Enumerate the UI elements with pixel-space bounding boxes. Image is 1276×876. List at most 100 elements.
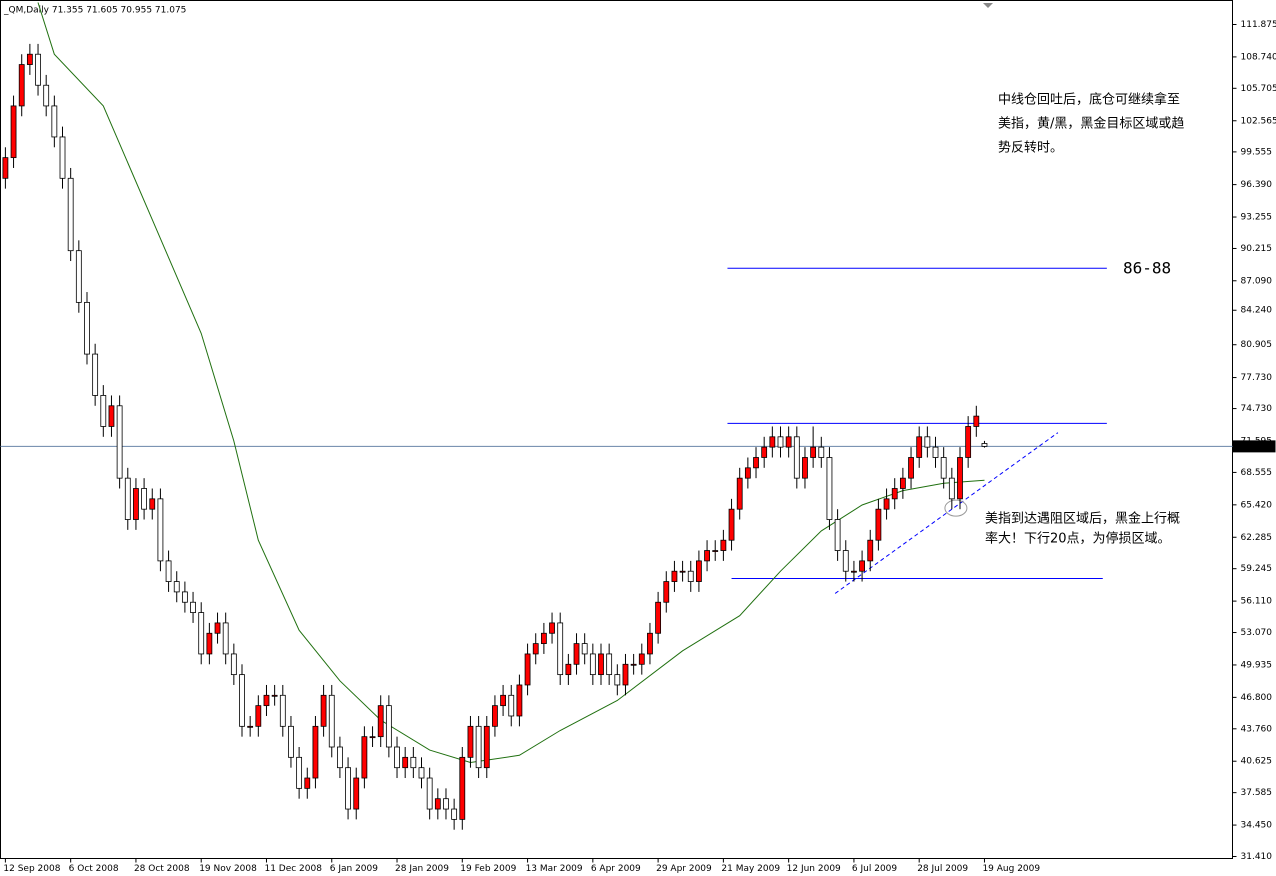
- candle-body: [981, 443, 988, 447]
- y-tick-label: 90.215: [1241, 244, 1273, 254]
- candle-body: [214, 622, 221, 634]
- candle-body: [451, 808, 458, 820]
- candle-body: [891, 488, 898, 500]
- x-tick-label: 12 Jun 2009: [787, 864, 841, 874]
- candle-body: [622, 663, 629, 686]
- candle-body: [369, 736, 376, 739]
- candle-body: [720, 539, 727, 551]
- candle-body: [418, 767, 425, 779]
- candle-body: [288, 725, 294, 758]
- y-tick-label: 40.625: [1241, 757, 1273, 767]
- y-tick-label: 37.585: [1241, 788, 1273, 798]
- candle-body: [736, 477, 743, 510]
- annotation: 率大！下行20点，为停损区域。: [985, 531, 1171, 547]
- candle-body: [247, 725, 254, 728]
- y-tick-label: 49.935: [1241, 660, 1273, 670]
- candle-body: [198, 612, 205, 655]
- candle-body: [43, 84, 50, 107]
- candle-body: [655, 601, 662, 634]
- candle-body: [361, 736, 368, 779]
- candle-body: [777, 436, 784, 448]
- candle-body: [540, 632, 547, 645]
- candle-body: [443, 798, 449, 810]
- x-tick-label: 29 Apr 2009: [656, 864, 712, 874]
- candle-body: [75, 250, 82, 303]
- y-tick-label: 46.800: [1241, 693, 1273, 703]
- marker-circle: [944, 499, 968, 517]
- candle-body: [728, 508, 735, 541]
- candle-body: [647, 632, 653, 655]
- annotation: 美指到达遇阻区域后，黑金上行概: [985, 511, 1180, 527]
- candle-body: [67, 177, 74, 252]
- candle-body: [973, 415, 980, 427]
- candle-body: [524, 653, 531, 686]
- candle-body: [859, 560, 865, 572]
- candle-body: [133, 488, 139, 520]
- candle-body: [500, 694, 506, 707]
- candle-body: [704, 550, 710, 562]
- x-tick-label: 28 Oct 2008: [134, 864, 190, 874]
- candle-body: [744, 467, 751, 479]
- y-tick-label: 96.390: [1241, 180, 1273, 190]
- x-tick-label: 28 Jul 2009: [917, 864, 968, 874]
- candle-body: [875, 508, 882, 541]
- candle-body: [573, 643, 580, 665]
- candle-body: [337, 746, 343, 769]
- candle-body: [793, 436, 800, 479]
- candle-body: [557, 622, 564, 676]
- candle-body: [753, 457, 759, 469]
- candle-body: [165, 560, 172, 582]
- annotation: 美指，黄/黑，黑金目标区域或趋: [998, 116, 1184, 132]
- candle-body: [679, 570, 686, 573]
- y-tick-label: 65.420: [1241, 500, 1273, 510]
- candle-body: [108, 405, 115, 427]
- x-tick-label: 6 Apr 2009: [591, 864, 641, 874]
- candle-body: [924, 436, 931, 448]
- x-tick-label: 19 Nov 2008: [199, 864, 257, 874]
- y-tick-label: 56.110: [1241, 597, 1273, 607]
- candle-body: [965, 426, 972, 458]
- candle-body: [116, 405, 123, 479]
- chart-title: _QM,Daily 71.355 71.605 70.955 71.075: [3, 6, 186, 16]
- candle-body: [206, 632, 213, 655]
- x-tick-label: 6 Jan 2009: [330, 864, 378, 874]
- y-tick-label: 84.240: [1241, 306, 1273, 316]
- candle-body: [304, 777, 311, 789]
- y-tick-label: 105.705: [1241, 84, 1276, 94]
- candle-body: [810, 446, 817, 458]
- y-tick-label: 31.410: [1241, 852, 1273, 862]
- candle-body: [410, 756, 417, 769]
- candle-body: [663, 581, 670, 603]
- candle-body: [598, 653, 604, 676]
- candle-body: [263, 694, 270, 707]
- y-tick-label: 87.090: [1241, 276, 1273, 286]
- x-tick-label: 6 Oct 2008: [69, 864, 119, 874]
- y-tick-label: 53.070: [1241, 628, 1273, 638]
- candle-body: [124, 477, 131, 520]
- y-tick-label: 59.245: [1241, 564, 1273, 574]
- candle-body: [842, 550, 849, 572]
- x-tick-label: 21 May 2009: [721, 864, 780, 874]
- candle-body: [377, 705, 384, 738]
- y-tick-label: 99.555: [1241, 147, 1273, 157]
- candle-body: [296, 756, 303, 789]
- x-tick-label: 13 Mar 2009: [526, 864, 583, 874]
- candle-body: [2, 157, 9, 179]
- y-tick-label: 62.285: [1241, 533, 1273, 543]
- candle-body: [26, 53, 33, 65]
- y-tick-label: 77.730: [1241, 373, 1273, 383]
- candle-body: [402, 756, 409, 769]
- candle-body: [932, 446, 939, 458]
- candle-body: [908, 457, 914, 479]
- x-tick-label: 11 Dec 2008: [264, 864, 322, 874]
- candle-body: [230, 653, 237, 676]
- candle-body: [638, 653, 645, 665]
- candle-body: [492, 705, 498, 727]
- x-tick-label: 19 Aug 2009: [982, 864, 1040, 874]
- x-tick-label: 19 Feb 2009: [460, 864, 516, 874]
- candle-body: [385, 705, 392, 748]
- candle-body: [818, 446, 825, 458]
- candle-body: [532, 643, 539, 655]
